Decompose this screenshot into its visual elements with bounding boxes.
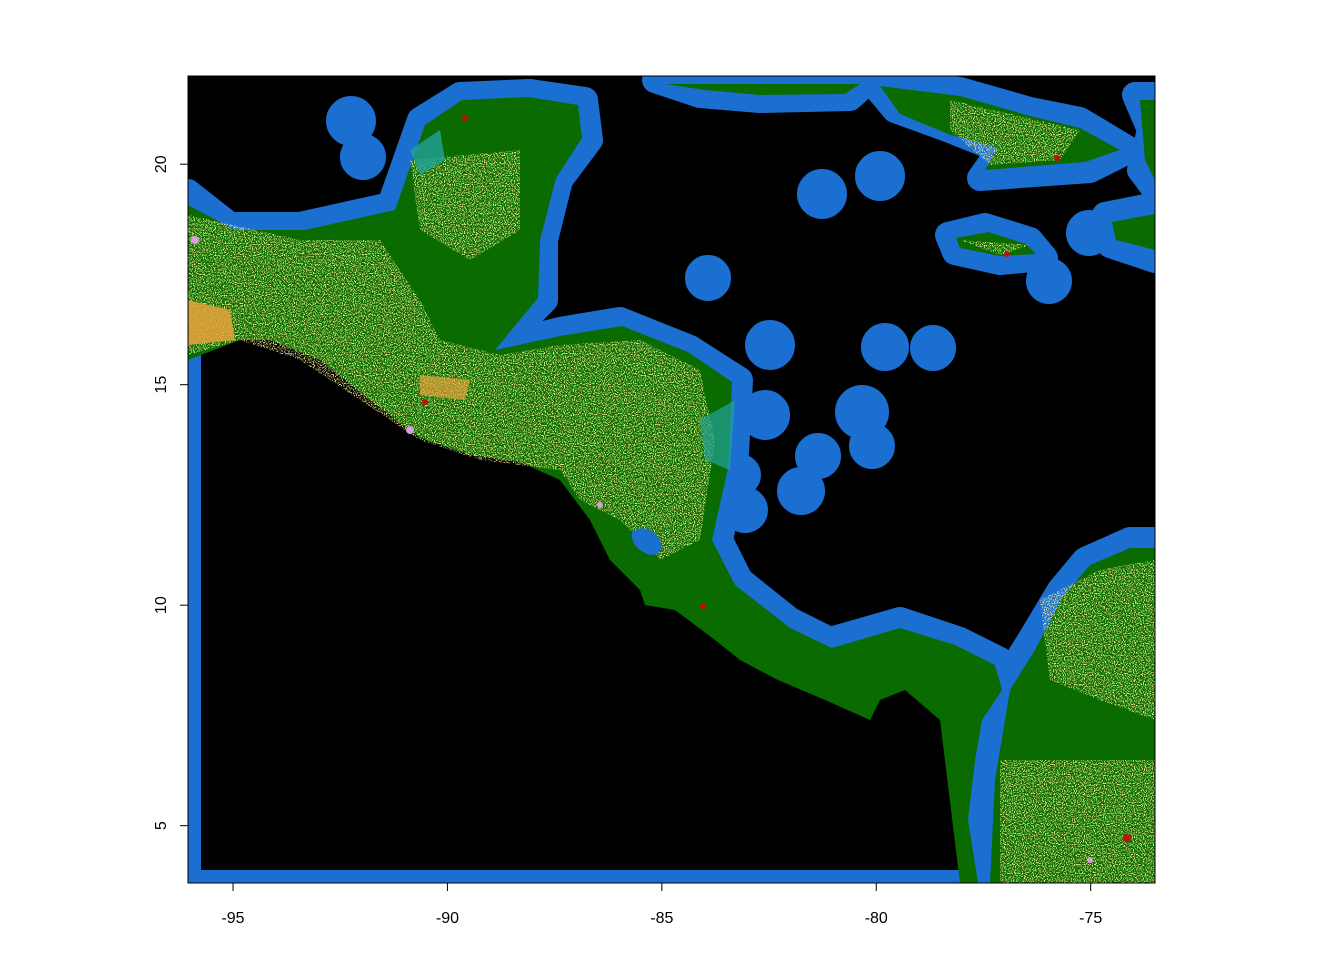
shrub-patch [188, 300, 235, 345]
x-tick-label: -90 [436, 910, 459, 927]
island-buffer [740, 390, 790, 440]
island-buffer [861, 323, 909, 371]
wetland-patch [700, 400, 735, 470]
island-buffer [340, 134, 386, 180]
x-axis: -95 -90 -85 -80 -75 [221, 882, 1102, 927]
bare-cell [597, 502, 603, 508]
urban-cell [700, 603, 706, 609]
island-buffer [722, 487, 768, 533]
island-buffer [835, 385, 889, 439]
island-buffer [849, 423, 895, 469]
island-buffer [795, 433, 841, 479]
land-cover-accents [188, 115, 1131, 863]
island-buffer [326, 96, 376, 146]
island-buffer [910, 325, 956, 371]
urban-cell [1004, 251, 1010, 257]
island-buffer [719, 454, 761, 496]
island-buffer [745, 320, 795, 370]
urban-cell [462, 115, 468, 121]
hispaniola-land [1140, 100, 1155, 180]
urban-cell [422, 399, 428, 405]
x-tick-label: -80 [865, 910, 888, 927]
y-tick-label: 15 [153, 376, 170, 394]
island-buffer [1026, 258, 1072, 304]
island-buffer [685, 255, 731, 301]
bare-cell [406, 426, 414, 434]
y-tick-label: 5 [153, 821, 170, 830]
urban-cell [1123, 834, 1131, 842]
y-tick-label: 20 [153, 155, 170, 173]
cuba-west-land [665, 84, 860, 95]
x-tick-label: -85 [650, 910, 673, 927]
wetland-patch [410, 130, 445, 175]
x-tick-label: -95 [221, 910, 244, 927]
bare-cell [191, 236, 199, 244]
x-tick-label: -75 [1079, 910, 1102, 927]
urban-cell [1054, 155, 1060, 161]
bare-cell [1087, 857, 1093, 863]
y-axis: 5 10 15 20 [153, 155, 189, 830]
map-panel [188, 76, 1155, 883]
island-buffer [777, 467, 825, 515]
hispaniola-east-land [1112, 214, 1155, 250]
island-buffer [797, 169, 847, 219]
lake-nicaragua [631, 528, 662, 555]
y-tick-label: 10 [153, 596, 170, 614]
island-buffer [855, 151, 905, 201]
shrub-patch [420, 375, 470, 400]
